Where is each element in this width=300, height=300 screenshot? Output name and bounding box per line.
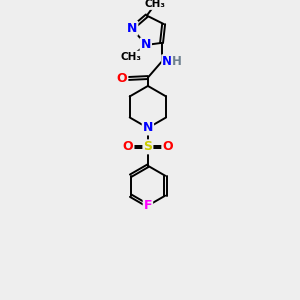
Text: H: H: [172, 55, 182, 68]
Text: O: O: [162, 140, 173, 153]
Text: N: N: [127, 22, 137, 35]
Text: F: F: [144, 199, 152, 212]
Text: O: O: [123, 140, 134, 153]
Text: S: S: [143, 140, 152, 153]
Text: CH₃: CH₃: [145, 0, 166, 9]
Text: CH₃: CH₃: [121, 52, 142, 61]
Text: N: N: [143, 122, 153, 134]
Text: O: O: [117, 72, 128, 85]
Text: N: N: [141, 38, 151, 52]
Text: N: N: [162, 55, 172, 68]
